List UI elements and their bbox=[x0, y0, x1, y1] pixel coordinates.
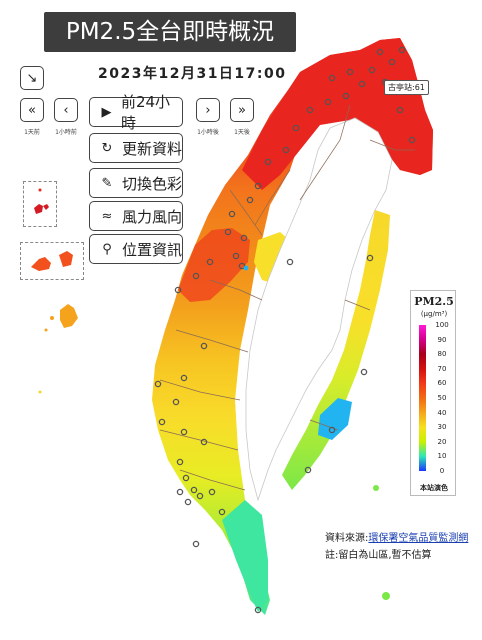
data-source-link[interactable]: 環保署空氣品質監測網 bbox=[368, 533, 469, 544]
kinmen-inset[interactable] bbox=[23, 181, 57, 227]
legend-title: PM2.5 bbox=[414, 295, 454, 308]
next-day-button[interactable]: » bbox=[230, 98, 254, 122]
prev-day-button[interactable]: « bbox=[20, 98, 44, 122]
legend-tick: 20 bbox=[437, 437, 447, 446]
west-region bbox=[152, 38, 433, 615]
legend-tick: 70 bbox=[437, 364, 447, 373]
legend: PM2.5 (μg/m³) 100 90 80 70 60 50 40 30 2… bbox=[410, 290, 456, 496]
mountain-area bbox=[245, 117, 393, 502]
next-day-label: 1天後 bbox=[234, 129, 250, 136]
legend-tick: 100 bbox=[435, 321, 449, 329]
map-note: 註:留白為山區,暫不估算 bbox=[325, 550, 432, 561]
north-region bbox=[242, 38, 433, 190]
legend-tick: 30 bbox=[437, 423, 447, 432]
taitung-blue-area bbox=[318, 398, 352, 440]
data-source: 資料來源:環保署空氣品質監測網 bbox=[325, 529, 468, 544]
legend-tick: 0 bbox=[439, 467, 445, 475]
county-boundaries bbox=[159, 104, 415, 491]
central-west-region bbox=[178, 228, 250, 302]
play-circle-icon: ▶ bbox=[101, 104, 112, 120]
double-chevron-left-icon: « bbox=[28, 102, 36, 118]
matsu-inset[interactable] bbox=[20, 242, 84, 280]
legend-tick: 60 bbox=[437, 379, 447, 388]
legend-tick: 50 bbox=[437, 394, 447, 402]
wind-icon: ≈ bbox=[101, 208, 113, 224]
wind-label: 風力風向 bbox=[122, 207, 183, 226]
past-24h-label: 前24小時 bbox=[120, 93, 171, 132]
legend-tick: 40 bbox=[437, 408, 447, 417]
chevron-left-icon: ‹ bbox=[63, 102, 69, 118]
south-tip-region bbox=[222, 500, 268, 612]
legend-color-bar bbox=[419, 325, 426, 471]
prev-hour-label: 1小時前 bbox=[55, 129, 77, 136]
wind-button[interactable]: ≈ 風力風向 bbox=[89, 201, 183, 231]
map-pin-icon: ⚲ bbox=[102, 241, 112, 257]
east-region bbox=[282, 210, 390, 490]
matsu-island bbox=[31, 251, 73, 271]
legend-footer: 本站演色 bbox=[420, 484, 448, 492]
past-24h-button[interactable]: ▶ 前24小時 bbox=[89, 93, 183, 132]
next-hour-button[interactable]: › bbox=[196, 98, 220, 122]
switch-color-button[interactable]: ✎ 切換色彩 bbox=[89, 168, 183, 198]
orchid-island bbox=[382, 592, 390, 600]
kinmen-island bbox=[34, 188, 49, 214]
green-island bbox=[373, 485, 379, 491]
prev-day-label: 1天前 bbox=[24, 129, 40, 136]
chevron-right-icon: › bbox=[205, 102, 211, 118]
refresh-icon: ↻ bbox=[101, 140, 113, 156]
station-blue bbox=[243, 265, 249, 271]
refresh-label: 更新資料 bbox=[122, 139, 183, 158]
station-tooltip: 古亭站:61 bbox=[384, 80, 429, 95]
datetime-label: 2023年12月31日17:00 bbox=[98, 66, 287, 82]
refresh-button[interactable]: ↻ 更新資料 bbox=[89, 133, 183, 163]
station-markers bbox=[154, 46, 416, 614]
location-button[interactable]: ⚲ 位置資訊 bbox=[89, 234, 183, 264]
page-title: PM2.5全台即時概況 bbox=[44, 12, 296, 52]
legend-unit: (μg/m³) bbox=[420, 310, 448, 318]
prev-hour-button[interactable]: ‹ bbox=[54, 98, 78, 122]
collapse-button[interactable]: ↘ bbox=[20, 66, 44, 90]
arrow-down-right-icon: ↘ bbox=[26, 70, 38, 86]
penghu-islands bbox=[60, 304, 78, 328]
legend-tick: 90 bbox=[437, 335, 447, 344]
location-label: 位置資訊 bbox=[122, 240, 183, 259]
switch-color-label: 切換色彩 bbox=[122, 174, 183, 193]
double-chevron-right-icon: » bbox=[238, 102, 246, 118]
brush-icon: ✎ bbox=[101, 175, 113, 191]
legend-tick: 10 bbox=[437, 452, 447, 461]
next-hour-label: 1小時後 bbox=[197, 129, 219, 136]
data-source-prefix: 資料來源: bbox=[325, 533, 369, 544]
legend-tick: 80 bbox=[437, 350, 447, 359]
